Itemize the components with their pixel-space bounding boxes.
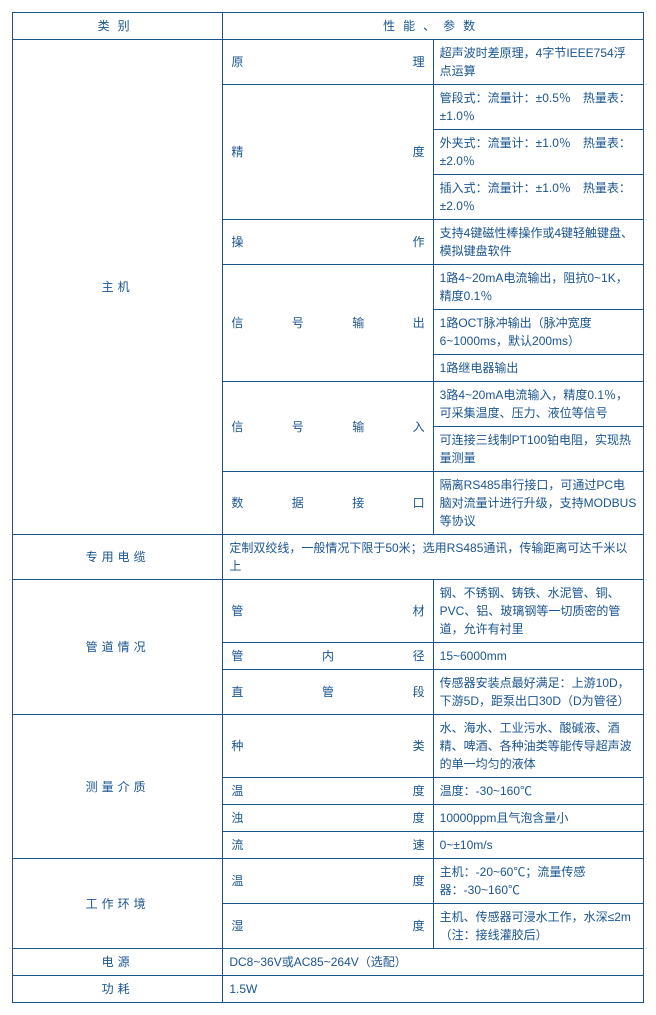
value-cell: 外夹式：流量计：±1.0％ 热量表：±2.0％ [433,130,643,175]
sub-cell: 温度 [223,859,433,904]
category-cell: 功耗 [13,976,223,1003]
value-cell: 1路OCT脉冲输出（脉冲宽度6~1000ms，默认200ms） [433,310,643,355]
sub-cell: 数据接口 [223,472,433,535]
value-cell: 超声波时差原理，4字节IEEE754浮点运算 [433,40,643,85]
category-cell: 专用电缆 [13,535,223,580]
header-category: 类别 [13,13,223,40]
table-row: 工作环境温度主机：-20~60℃；流量传感器：-30~160℃ [13,859,644,904]
value-cell: 3路4~20mA电流输入，精度0.1％，可采集温度、压力、液位等信号 [433,382,643,427]
sub-cell: 信号输入 [223,382,433,472]
category-cell: 主机 [13,40,223,535]
table-row: 测量介质种类水、海水、工业污水、酸碱液、酒精、啤酒、各种油类等能传导超声波的单一… [13,715,644,778]
category-cell: 工作环境 [13,859,223,949]
category-cell: 测量介质 [13,715,223,859]
table-header-row: 类别 性能、参数 [13,13,644,40]
spec-table: 类别 性能、参数 主机原理超声波时差原理，4字节IEEE754浮点运算精度管段式… [12,12,644,1003]
table-row: 功耗1.5W [13,976,644,1003]
value-cell: 可连接三线制PT100铂电阻，实现热量测量 [433,427,643,472]
value-cell: 定制双绞线，一般情况下限于50米；选用RS485通讯，传输距离可达千米以上 [223,535,644,580]
value-cell: 插入式：流量计：±1.0％ 热量表：±2.0％ [433,175,643,220]
sub-cell: 直管段 [223,670,433,715]
value-cell: 1路4~20mA电流输出，阻抗0~1K，精度0.1％ [433,265,643,310]
value-cell: DC8~36V或AC85~264V（选配） [223,949,644,976]
value-cell: 1路继电器输出 [433,355,643,382]
value-cell: 隔离RS485串行接口，可通过PC电脑对流量计进行升级，支持MODBUS等协议 [433,472,643,535]
value-cell: 水、海水、工业污水、酸碱液、酒精、啤酒、各种油类等能传导超声波的单一均匀的液体 [433,715,643,778]
sub-cell: 操作 [223,220,433,265]
sub-cell: 浊度 [223,805,433,832]
sub-cell: 湿度 [223,904,433,949]
sub-cell: 原理 [223,40,433,85]
table-row: 电源DC8~36V或AC85~264V（选配） [13,949,644,976]
value-cell: 传感器安装点最好满足：上游10D，下游5D，距泵出口30D（D为管径） [433,670,643,715]
value-cell: 主机：-20~60℃；流量传感器：-30~160℃ [433,859,643,904]
value-cell: 管段式：流量计：±0.5％ 热量表：±1.0％ [433,85,643,130]
header-params: 性能、参数 [223,13,644,40]
value-cell: 钢、不锈钢、铸铁、水泥管、铜、PVC、铝、玻璃钢等一切质密的管道，允许有衬里 [433,580,643,643]
sub-cell: 精度 [223,85,433,220]
value-cell: 15~6000mm [433,643,643,670]
value-cell: 1.5W [223,976,644,1003]
sub-cell: 信号输出 [223,265,433,382]
value-cell: 0~±10m/s [433,832,643,859]
table-row: 主机原理超声波时差原理，4字节IEEE754浮点运算 [13,40,644,85]
category-cell: 电源 [13,949,223,976]
sub-cell: 种类 [223,715,433,778]
category-cell: 管道情况 [13,580,223,715]
value-cell: 主机、传感器可浸水工作，水深≤2m（注：接线灌胶后） [433,904,643,949]
sub-cell: 管材 [223,580,433,643]
value-cell: 支持4键磁性棒操作或4键轻触键盘、模拟键盘软件 [433,220,643,265]
sub-cell: 管内径 [223,643,433,670]
value-cell: 温度：-30~160℃ [433,778,643,805]
table-row: 专用电缆定制双绞线，一般情况下限于50米；选用RS485通讯，传输距离可达千米以… [13,535,644,580]
sub-cell: 温度 [223,778,433,805]
table-row: 管道情况管材钢、不锈钢、铸铁、水泥管、铜、PVC、铝、玻璃钢等一切质密的管道，允… [13,580,644,643]
value-cell: 10000ppm且气泡含量小 [433,805,643,832]
sub-cell: 流速 [223,832,433,859]
